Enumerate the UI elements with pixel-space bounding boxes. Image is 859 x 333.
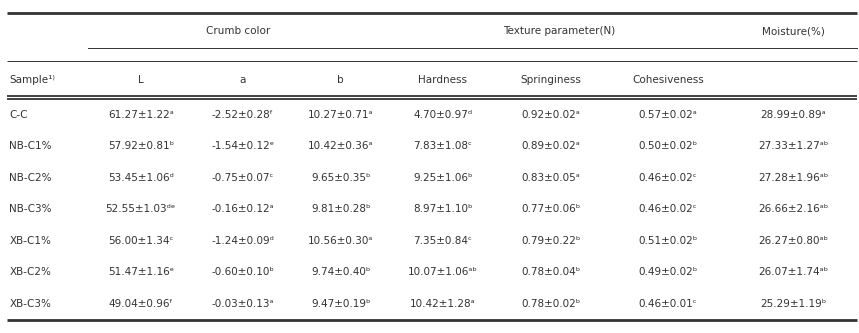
Text: 0.50±0.02ᵇ: 0.50±0.02ᵇ [638, 142, 698, 152]
Text: 26.66±2.16ᵃᵇ: 26.66±2.16ᵃᵇ [758, 204, 829, 214]
Text: 0.46±0.02ᶜ: 0.46±0.02ᶜ [639, 204, 698, 214]
Text: NB-C1%: NB-C1% [9, 142, 52, 152]
Text: 10.27±0.71ᵃ: 10.27±0.71ᵃ [308, 110, 374, 120]
Text: 0.89±0.02ᵃ: 0.89±0.02ᵃ [521, 142, 581, 152]
Text: XB-C3%: XB-C3% [9, 299, 52, 309]
Text: 0.79±0.22ᵇ: 0.79±0.22ᵇ [521, 236, 581, 246]
Text: 0.78±0.02ᵇ: 0.78±0.02ᵇ [521, 299, 581, 309]
Text: Crumb color: Crumb color [206, 26, 271, 36]
Text: 0.77±0.06ᵇ: 0.77±0.06ᵇ [521, 204, 581, 214]
Text: C-C: C-C [9, 110, 28, 120]
Text: 0.83±0.05ᵃ: 0.83±0.05ᵃ [521, 173, 581, 183]
Text: 0.49±0.02ᵇ: 0.49±0.02ᵇ [638, 267, 698, 277]
Text: 9.25±1.06ᵇ: 9.25±1.06ᵇ [413, 173, 472, 183]
Text: Sample¹⁾: Sample¹⁾ [9, 75, 55, 85]
Text: 61.27±1.22ᵃ: 61.27±1.22ᵃ [108, 110, 174, 120]
Text: 10.42±1.28ᵃ: 10.42±1.28ᵃ [410, 299, 476, 309]
Text: XB-C1%: XB-C1% [9, 236, 52, 246]
Text: Texture parameter(N): Texture parameter(N) [503, 26, 616, 36]
Text: 53.45±1.06ᵈ: 53.45±1.06ᵈ [108, 173, 174, 183]
Text: NB-C3%: NB-C3% [9, 204, 52, 214]
Text: -1.24±0.09ᵈ: -1.24±0.09ᵈ [211, 236, 274, 246]
Text: 9.81±0.28ᵇ: 9.81±0.28ᵇ [311, 204, 370, 214]
Text: 49.04±0.96ᶠ: 49.04±0.96ᶠ [108, 299, 174, 309]
Text: 27.33±1.27ᵃᵇ: 27.33±1.27ᵃᵇ [758, 142, 829, 152]
Text: Springiness: Springiness [521, 75, 582, 85]
Text: 9.65±0.35ᵇ: 9.65±0.35ᵇ [311, 173, 370, 183]
Text: 27.28±1.96ᵃᵇ: 27.28±1.96ᵃᵇ [758, 173, 829, 183]
Text: -0.75±0.07ᶜ: -0.75±0.07ᶜ [211, 173, 274, 183]
Text: -0.60±0.10ᵇ: -0.60±0.10ᵇ [211, 267, 274, 277]
Text: b: b [338, 75, 344, 85]
Text: 0.57±0.02ᵃ: 0.57±0.02ᵃ [639, 110, 698, 120]
Text: 10.56±0.30ᵃ: 10.56±0.30ᵃ [308, 236, 374, 246]
Text: a: a [240, 75, 246, 85]
Text: NB-C2%: NB-C2% [9, 173, 52, 183]
Text: 7.83±1.08ᶜ: 7.83±1.08ᶜ [413, 142, 472, 152]
Text: 0.92±0.02ᵃ: 0.92±0.02ᵃ [521, 110, 581, 120]
Text: 0.78±0.04ᵇ: 0.78±0.04ᵇ [521, 267, 581, 277]
Text: 26.07±1.74ᵃᵇ: 26.07±1.74ᵃᵇ [758, 267, 829, 277]
Text: 51.47±1.16ᵉ: 51.47±1.16ᵉ [107, 267, 174, 277]
Text: 26.27±0.80ᵃᵇ: 26.27±0.80ᵃᵇ [758, 236, 828, 246]
Text: 0.46±0.02ᶜ: 0.46±0.02ᶜ [639, 173, 698, 183]
Text: Cohesiveness: Cohesiveness [632, 75, 704, 85]
Text: 56.00±1.34ᶜ: 56.00±1.34ᶜ [108, 236, 174, 246]
Text: 25.29±1.19ᵇ: 25.29±1.19ᵇ [760, 299, 826, 309]
Text: 8.97±1.10ᵇ: 8.97±1.10ᵇ [413, 204, 472, 214]
Text: 9.47±0.19ᵇ: 9.47±0.19ᵇ [311, 299, 370, 309]
Text: 4.70±0.97ᵈ: 4.70±0.97ᵈ [413, 110, 472, 120]
Text: -0.03±0.13ᵃ: -0.03±0.13ᵃ [211, 299, 274, 309]
Text: -0.16±0.12ᵃ: -0.16±0.12ᵃ [211, 204, 274, 214]
Text: 7.35±0.84ᶜ: 7.35±0.84ᶜ [413, 236, 472, 246]
Text: 28.99±0.89ᵃ: 28.99±0.89ᵃ [761, 110, 826, 120]
Text: 57.92±0.81ᵇ: 57.92±0.81ᵇ [107, 142, 174, 152]
Text: -2.52±0.28ᶠ: -2.52±0.28ᶠ [212, 110, 274, 120]
Text: 10.07±1.06ᵃᵇ: 10.07±1.06ᵃᵇ [408, 267, 478, 277]
Text: 9.74±0.40ᵇ: 9.74±0.40ᵇ [311, 267, 370, 277]
Text: L: L [138, 75, 143, 85]
Text: 0.51±0.02ᵇ: 0.51±0.02ᵇ [638, 236, 698, 246]
Text: Moisture(%): Moisture(%) [762, 26, 825, 36]
Text: XB-C2%: XB-C2% [9, 267, 52, 277]
Text: 10.42±0.36ᵃ: 10.42±0.36ᵃ [308, 142, 374, 152]
Text: 52.55±1.03ᵈᵉ: 52.55±1.03ᵈᵉ [106, 204, 176, 214]
Text: 0.46±0.01ᶜ: 0.46±0.01ᶜ [639, 299, 698, 309]
Text: -1.54±0.12ᵉ: -1.54±0.12ᵉ [211, 142, 274, 152]
Text: Hardness: Hardness [418, 75, 467, 85]
